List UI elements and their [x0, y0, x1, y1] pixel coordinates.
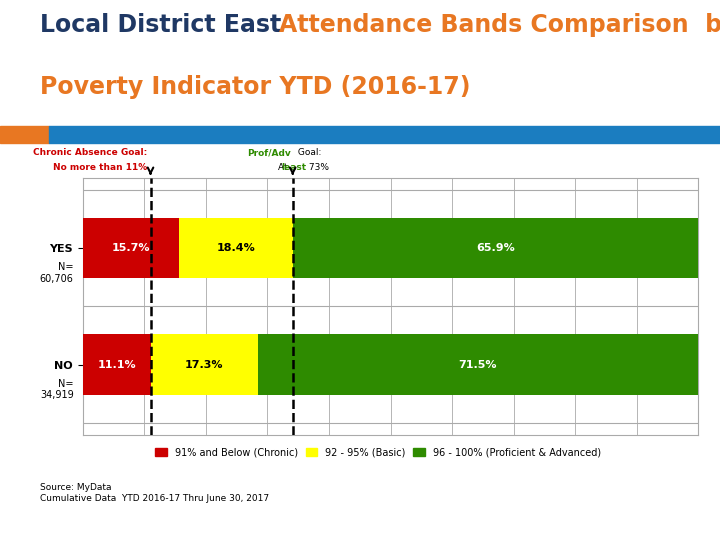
Legend: 91% and Below (Chronic), 92 - 95% (Basic), 96 - 100% (Proficient & Advanced): 91% and Below (Chronic), 92 - 95% (Basic… — [151, 443, 605, 461]
Text: Local District East: Local District East — [40, 13, 289, 37]
Text: Poverty Indicator YTD (2016-17): Poverty Indicator YTD (2016-17) — [40, 75, 470, 99]
Bar — [83, 218, 179, 279]
Bar — [0, 126, 49, 143]
Text: Prof/Adv: Prof/Adv — [247, 148, 291, 157]
Text: 17.3%: 17.3% — [185, 360, 224, 370]
Bar — [83, 334, 151, 395]
Text: N=
34,919: N= 34,919 — [40, 379, 73, 400]
Bar — [293, 218, 698, 279]
Text: Chronic Absence Goal:: Chronic Absence Goal: — [33, 148, 148, 157]
Bar — [151, 334, 258, 395]
Text: Source: MyData
Cumulative Data  YTD 2016-17 Thru June 30, 2017: Source: MyData Cumulative Data YTD 2016-… — [40, 483, 269, 503]
Text: Attendance Bands Comparison  by: Attendance Bands Comparison by — [279, 13, 720, 37]
Text: No more than 11%: No more than 11% — [53, 164, 148, 172]
Text: 71.5%: 71.5% — [459, 360, 497, 370]
Text: 11.1%: 11.1% — [98, 360, 136, 370]
Text: 18.4%: 18.4% — [217, 243, 256, 253]
Text: Goal:: Goal: — [294, 148, 321, 157]
Bar — [179, 218, 293, 279]
Text: 73%: 73% — [306, 164, 329, 172]
Text: At: At — [279, 164, 291, 172]
Text: least: least — [281, 164, 306, 172]
Text: 65.9%: 65.9% — [476, 243, 515, 253]
Text: N=
60,706: N= 60,706 — [40, 262, 73, 284]
Bar — [258, 334, 698, 395]
Text: 15.7%: 15.7% — [112, 243, 150, 253]
